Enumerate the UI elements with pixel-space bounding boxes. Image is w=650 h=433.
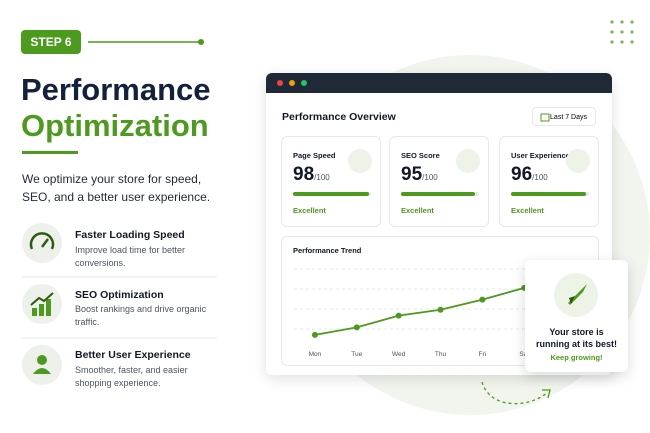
date-button[interactable]: Last 7 Days (532, 107, 596, 126)
card-label: Page Speed (293, 151, 336, 160)
chart-title: Performance Trend (293, 246, 362, 255)
description: We optimize your store for speed, SEO, a… (22, 172, 211, 204)
feature-title: Better User Experience (75, 349, 191, 361)
dashboard-title: Performance Overview (282, 111, 396, 123)
score: 96 (511, 164, 533, 185)
x-tick-label: Sat (519, 351, 529, 358)
window-bar (266, 73, 612, 93)
toast-line: Your store is (549, 327, 604, 337)
card-score: 96/100 (511, 164, 548, 186)
card-label: User Experience (511, 151, 570, 160)
title-line: Optimization (21, 108, 209, 143)
score-suffix: /100 (422, 173, 438, 182)
progress-bar (293, 192, 370, 196)
title-line: Performance (21, 72, 211, 107)
x-tick-label: Wed (392, 351, 406, 358)
score: 98 (293, 164, 315, 185)
score-card: User Experience 96/100 Excellent (499, 136, 599, 227)
card-status: Excellent (511, 206, 544, 215)
progress-bar (401, 192, 476, 196)
card-score: 95/100 (401, 164, 438, 186)
feature-text: Boost rankings and drive organic traffic… (75, 304, 207, 327)
step-badge: STEP 6 (21, 30, 81, 54)
point (437, 306, 444, 313)
feature-text: Smoother, faster, and easier shopping ex… (75, 365, 188, 388)
card-score: 98/100 (293, 164, 330, 186)
feature-title: SEO Optimization (75, 289, 164, 301)
card-icon (348, 149, 372, 173)
toast-line: running at its best! (536, 339, 617, 349)
card-status: Excellent (401, 206, 434, 215)
toast: Your store is running at its best! Keep … (525, 260, 628, 372)
point (353, 324, 360, 331)
x-tick-label: Mon (309, 351, 322, 358)
score-card: Page Speed 98/100 Excellent (281, 136, 381, 227)
card-status: Excellent (293, 206, 326, 215)
card-label: SEO Score (401, 151, 440, 160)
score-suffix: /100 (532, 173, 548, 182)
feature-icon (22, 345, 62, 385)
feature-text: Improve load time for better conversions… (75, 245, 186, 268)
x-tick-label: Tue (351, 351, 362, 358)
score: 95 (401, 164, 423, 185)
toast-sub: Keep growing! (550, 353, 603, 362)
progress-bar (511, 192, 586, 196)
card-icon (566, 149, 590, 173)
card-icon (456, 149, 480, 173)
point (311, 331, 318, 338)
point (395, 312, 402, 319)
score-suffix: /100 (314, 173, 330, 182)
x-tick-label: Fri (479, 351, 487, 358)
point (479, 296, 486, 303)
x-tick-label: Thu (435, 351, 447, 358)
feature-title: Faster Loading Speed (75, 229, 185, 241)
feature-icon (22, 284, 62, 324)
feature-icon (22, 223, 62, 263)
score-card: SEO Score 95/100 Excellent (389, 136, 489, 227)
